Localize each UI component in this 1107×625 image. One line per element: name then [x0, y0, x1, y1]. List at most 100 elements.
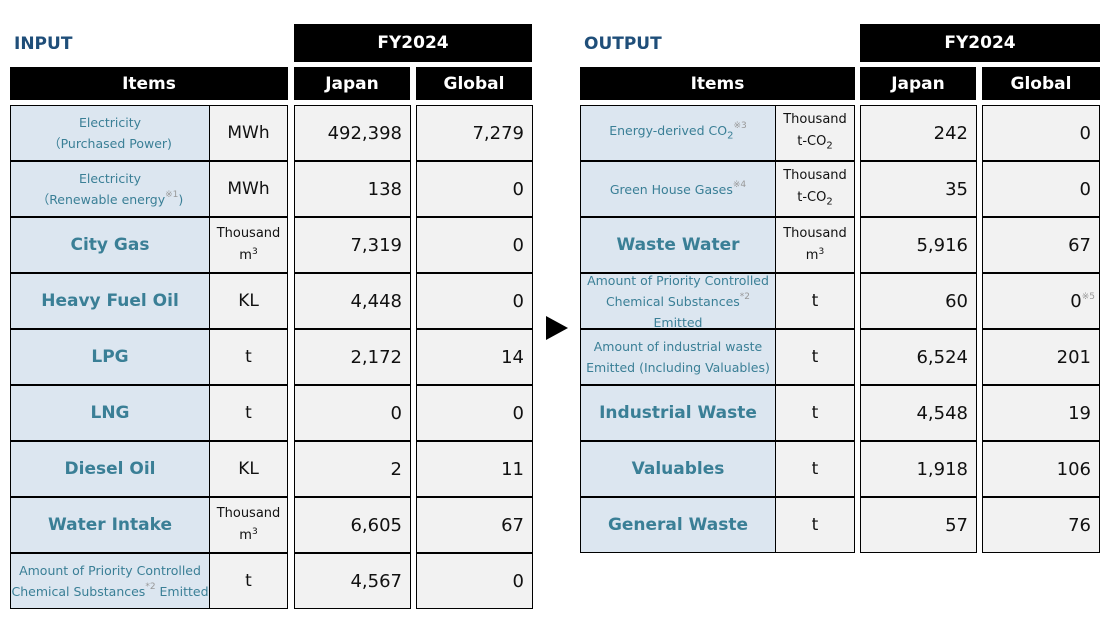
item-label-line: City Gas: [71, 235, 150, 256]
item-label-cell: General Waste: [580, 497, 776, 553]
unit-text: t: [811, 347, 819, 367]
item-label-text: Water Intake: [48, 514, 172, 535]
output-title: OUTPUT: [584, 34, 662, 54]
item-label-cell: Waste Water: [580, 217, 776, 273]
japan-value: 0: [294, 385, 411, 441]
unit-text: t: [811, 459, 819, 479]
item-label-line: Emitted: [654, 312, 703, 333]
item-label-text: LPG: [91, 346, 129, 367]
item-label-text: Chemical Substances: [605, 293, 740, 309]
footnote-mark: ※5: [1081, 292, 1095, 302]
item-label-line: Electricity: [79, 112, 141, 133]
item-label-line: LPG: [91, 347, 128, 368]
unit-cell: MWh: [209, 105, 288, 161]
item-label-cell: Valuables: [580, 441, 776, 497]
item-label-text: Emitted: [155, 584, 209, 599]
global-value: 201: [982, 329, 1100, 385]
item-label-line: Green House Gases※4: [610, 179, 746, 200]
global-value-text: 0: [512, 290, 524, 312]
global-value-text: 67: [501, 514, 524, 536]
item-label-cell: Industrial Waste: [580, 385, 776, 441]
global-value-text: 67: [1068, 234, 1091, 256]
global-value: 0: [982, 161, 1100, 217]
item-label-text: Industrial Waste: [599, 402, 757, 423]
global-value: 0 ※5: [982, 273, 1100, 329]
item-label-cell: Diesel Oil: [10, 441, 210, 497]
item-label-cell: LNG: [10, 385, 210, 441]
global-value: 11: [416, 441, 533, 497]
japan-value: 242: [860, 105, 977, 161]
unit-text: t-CO: [797, 189, 827, 205]
unit-cell: Thousand m3: [775, 217, 855, 273]
item-label-line: Chemical Substances*2: [606, 291, 750, 312]
item-label-text: Amount of Priority Controlled: [587, 272, 769, 288]
item-label-line: Industrial Waste: [599, 403, 757, 424]
item-label-text: Emitted: [653, 314, 703, 330]
item-label-text: General Waste: [607, 514, 749, 535]
global-value: 0: [416, 273, 533, 329]
item-label-cell: Electricity （Purchased Power): [10, 105, 210, 161]
global-value: 0: [982, 105, 1100, 161]
footnote-mark: ※3: [733, 120, 747, 131]
item-label-cell: LPG: [10, 329, 210, 385]
global-value: 67: [982, 217, 1100, 273]
input-japan-header: Japan: [294, 67, 410, 100]
item-label-cell: Water Intake: [10, 497, 210, 553]
unit-cell: t: [209, 329, 288, 385]
global-value-text: 0: [512, 402, 524, 424]
item-label-text: Emitted (Including Valuables): [586, 360, 770, 375]
item-label-text: Chemical Substances: [11, 584, 146, 599]
subscript: 2: [826, 196, 833, 208]
global-value-text: 0: [1079, 178, 1091, 200]
japan-value: 6,524: [860, 329, 977, 385]
global-value: 106: [982, 441, 1100, 497]
item-label-text: Amount of Priority Controlled: [19, 563, 201, 578]
item-label-text: Diesel Oil: [64, 458, 156, 479]
output-global-header: Global: [982, 67, 1100, 100]
japan-value: 2,172: [294, 329, 411, 385]
unit-cell: KL: [209, 441, 288, 497]
item-label-cell: Amount of Priority Controlled Chemical Su…: [580, 272, 776, 330]
unit-text: Thousand: [216, 506, 281, 521]
item-label-text: Electricity: [78, 115, 142, 130]
item-label-line: Chemical Substances*2 Emitted: [11, 581, 208, 602]
unit-cell: Thousand m3: [209, 497, 288, 553]
unit-text: m3: [239, 245, 257, 267]
subscript: 2: [727, 130, 734, 142]
global-value-text: 0: [1070, 290, 1082, 312]
item-label-cell: Heavy Fuel Oil: [10, 273, 210, 329]
unit-cell: t: [775, 273, 855, 329]
unit-text: KL: [238, 459, 259, 479]
japan-value: 60: [860, 273, 977, 329]
footnote-mark: ※1: [165, 190, 179, 200]
item-label-text: Waste Water: [616, 234, 740, 255]
unit-text: m: [805, 248, 819, 263]
item-label-text: LNG: [90, 402, 130, 423]
unit-text: Thousand: [216, 226, 281, 241]
global-value: 76: [982, 497, 1100, 553]
unit-text: t-CO2: [797, 187, 832, 214]
japan-value: 4,548: [860, 385, 977, 441]
global-value: 0: [416, 385, 533, 441]
global-value-text: 0: [512, 178, 524, 200]
global-value: 14: [416, 329, 533, 385]
global-value: 19: [982, 385, 1100, 441]
unit-text: t: [245, 403, 252, 423]
japan-value: 57: [860, 497, 977, 553]
item-label-text: Energy-derived CO: [609, 122, 728, 138]
item-label-text: （Renewable energy: [36, 192, 166, 207]
japan-value: 2: [294, 441, 411, 497]
unit-text: m: [239, 528, 252, 543]
unit-cell: MWh: [209, 161, 288, 217]
superscript: 3: [251, 247, 258, 257]
item-label-line: Emitted (Including Valuables): [586, 357, 770, 378]
footnote-mark: *2: [739, 291, 751, 302]
item-label-cell: Green House Gases※4: [580, 161, 776, 217]
japan-value: 1,918: [860, 441, 977, 497]
global-value: 7,279: [416, 105, 533, 161]
global-value: 0: [416, 217, 533, 273]
item-label-cell: Amount of Priority Controlled Chemical Su…: [10, 553, 210, 609]
item-label-cell: Electricity （Renewable energy※1): [10, 161, 210, 217]
unit-cell: t: [209, 553, 288, 609]
item-label-text: City Gas: [70, 234, 150, 255]
